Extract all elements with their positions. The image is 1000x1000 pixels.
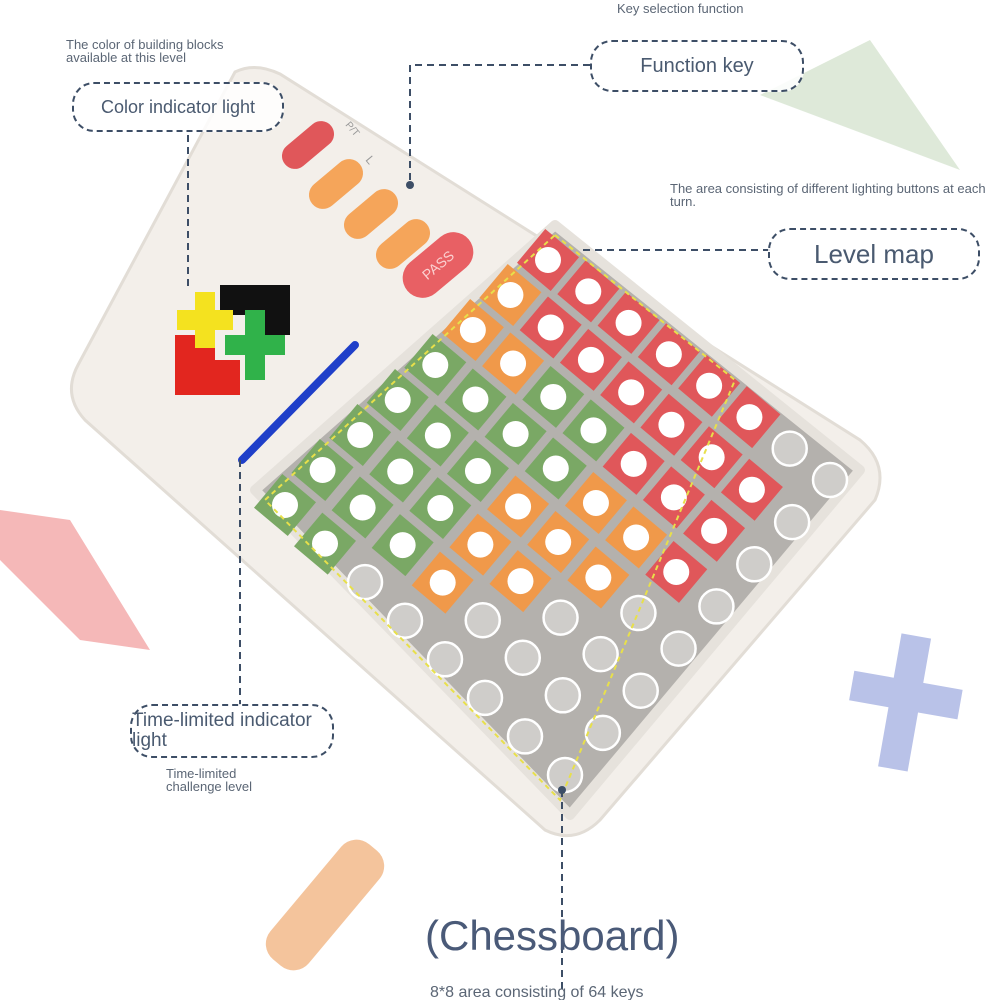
triangle-piece xyxy=(760,40,960,170)
level-map-callout: Level map xyxy=(768,228,980,280)
board-key[interactable] xyxy=(464,601,501,639)
board-key[interactable] xyxy=(546,756,584,794)
board-key[interactable] xyxy=(660,630,697,667)
board-key[interactable] xyxy=(615,309,642,336)
orange-button-1[interactable] xyxy=(303,153,368,214)
board-key[interactable] xyxy=(542,599,579,636)
board-key[interactable] xyxy=(467,531,494,558)
board-key[interactable] xyxy=(701,517,728,544)
board-key[interactable] xyxy=(384,387,411,413)
board-key[interactable] xyxy=(387,458,414,485)
board-key[interactable] xyxy=(655,341,682,368)
chessboard-label: (Chessboard) xyxy=(425,912,680,959)
board-key[interactable] xyxy=(658,411,685,438)
board-key[interactable] xyxy=(389,532,416,559)
board-key[interactable] xyxy=(660,484,687,511)
board-key[interactable] xyxy=(736,404,763,431)
board-key[interactable] xyxy=(620,450,647,477)
board-key[interactable] xyxy=(309,457,336,483)
board-key[interactable] xyxy=(618,379,645,406)
board-key[interactable] xyxy=(347,422,374,448)
time-limited-challenge-note: Time-limited challenge level xyxy=(166,766,253,794)
orange-button-3[interactable] xyxy=(370,213,435,274)
board-key[interactable] xyxy=(504,639,542,677)
time-limited-indicator-light xyxy=(238,341,359,464)
board-key[interactable] xyxy=(542,455,569,482)
board-key[interactable] xyxy=(585,564,612,591)
board-key[interactable] xyxy=(622,672,659,709)
lighting-area-note: The area consisting of different lightin… xyxy=(670,181,986,209)
board-key[interactable] xyxy=(696,372,723,399)
board-key[interactable] xyxy=(346,563,384,601)
board-key[interactable] xyxy=(575,278,602,305)
board-key[interactable] xyxy=(349,494,376,521)
board-key[interactable] xyxy=(773,503,811,541)
building-blocks-note: The color of building blocks available a… xyxy=(66,37,224,65)
board-key[interactable] xyxy=(540,383,567,410)
board-key[interactable] xyxy=(771,430,808,467)
color-indicator-light xyxy=(175,285,290,395)
board-key[interactable] xyxy=(424,422,451,449)
board-key[interactable] xyxy=(736,546,773,583)
leader-lines xyxy=(187,64,770,990)
board-key[interactable] xyxy=(663,558,690,585)
orange-button-2[interactable] xyxy=(338,183,403,244)
board-key[interactable] xyxy=(582,489,609,516)
board-key[interactable] xyxy=(584,714,622,752)
cross-piece xyxy=(849,633,963,772)
board-key[interactable] xyxy=(507,568,534,595)
board-key[interactable] xyxy=(500,350,527,377)
board-key[interactable] xyxy=(422,352,449,378)
time-limited-callout: Time-limited indicator light xyxy=(130,704,334,758)
key-selection-note: Key selection function xyxy=(617,1,744,16)
board-key[interactable] xyxy=(462,386,489,413)
color-indicator-callout: Color indicator light xyxy=(72,82,284,132)
board-key[interactable] xyxy=(429,569,456,596)
level-map-outline xyxy=(263,233,737,802)
red-button[interactable] xyxy=(277,116,340,174)
board-key[interactable] xyxy=(620,594,657,632)
board-key[interactable] xyxy=(464,458,491,485)
board-key[interactable] xyxy=(427,495,454,522)
board-key[interactable] xyxy=(459,317,486,343)
board-key[interactable] xyxy=(582,635,619,673)
board-key[interactable] xyxy=(698,588,735,625)
board-key[interactable] xyxy=(505,493,532,520)
board-key[interactable] xyxy=(312,530,338,557)
function-key-callout: Function key xyxy=(590,40,804,92)
board-key[interactable] xyxy=(386,602,424,639)
board-key[interactable] xyxy=(545,529,572,556)
board-key[interactable] xyxy=(580,417,607,444)
board-key[interactable] xyxy=(272,492,298,518)
board-key[interactable] xyxy=(502,420,529,447)
area-64-note: 8*8 area consisting of 64 keys xyxy=(430,984,644,1000)
board-key[interactable] xyxy=(535,247,561,273)
diamond-piece xyxy=(0,510,150,650)
board-key[interactable] xyxy=(426,641,464,678)
board-key[interactable] xyxy=(466,679,504,717)
board-key[interactable] xyxy=(506,718,544,755)
board-key[interactable] xyxy=(738,476,765,503)
board-key[interactable] xyxy=(537,314,564,341)
board-key[interactable] xyxy=(577,346,604,373)
board-key[interactable] xyxy=(623,524,650,551)
board-key[interactable] xyxy=(698,444,725,471)
board-key[interactable] xyxy=(544,677,582,714)
board-key[interactable] xyxy=(497,282,524,308)
bar-piece xyxy=(265,839,385,971)
board-key[interactable] xyxy=(811,461,849,499)
pass-button[interactable] xyxy=(395,224,482,306)
board-grid xyxy=(254,229,849,794)
